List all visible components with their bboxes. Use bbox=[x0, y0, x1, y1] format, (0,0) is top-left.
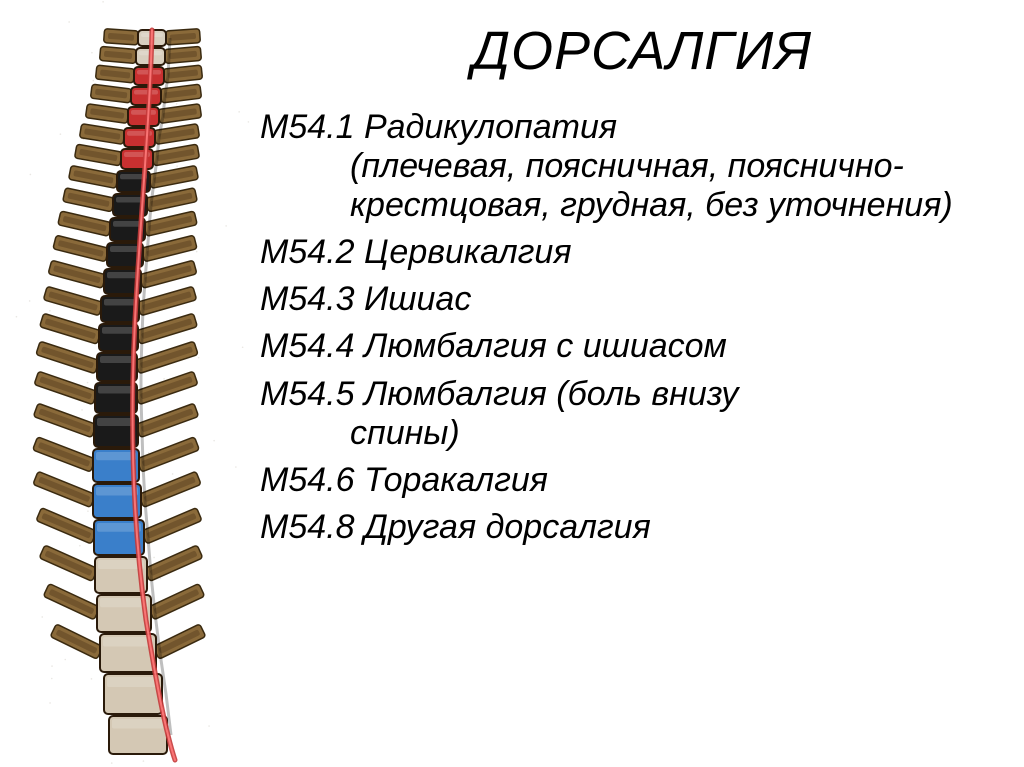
slide-title: ДОРСАЛГИЯ bbox=[260, 20, 1024, 82]
classification-entry: М54.6 Торакалгия bbox=[260, 461, 1004, 500]
spine-svg bbox=[0, 0, 260, 767]
classification-list: М54.1 Радикулопатия(плечевая, поясничная… bbox=[260, 108, 1024, 547]
diagnosis-detail: спины) bbox=[260, 414, 1004, 453]
icd-code: М54.4 bbox=[260, 327, 355, 365]
classification-entry: М54.5 Люмбалгия (боль внизуспины) bbox=[260, 375, 1004, 453]
icd-code: М54.1 bbox=[260, 108, 355, 146]
diagnosis-label: Ишиас bbox=[364, 280, 471, 318]
diagnosis-label: Люмбалгия с ишиасом bbox=[364, 327, 727, 365]
icd-code: М54.5 bbox=[260, 375, 355, 413]
diagnosis-detail: (плечевая, поясничная, пояснично-крестцо… bbox=[260, 147, 1004, 225]
icd-code: М54.8 bbox=[260, 508, 355, 546]
classification-entry: М54.2 Цервикалгия bbox=[260, 233, 1004, 272]
classification-entry: М54.8 Другая дорсалгия bbox=[260, 508, 1004, 547]
diagnosis-label: Торакалгия bbox=[364, 461, 548, 499]
diagnosis-label: Цервикалгия bbox=[364, 233, 572, 271]
icd-code: М54.6 bbox=[260, 461, 355, 499]
classification-entry: М54.4 Люмбалгия с ишиасом bbox=[260, 327, 1004, 366]
medical-slide: ДОРСАЛГИЯ М54.1 Радикулопатия(плечевая, … bbox=[0, 0, 1024, 767]
icd-code: М54.2 bbox=[260, 233, 355, 271]
diagnosis-label: Другая дорсалгия bbox=[364, 508, 651, 546]
classification-entry: М54.3 Ишиас bbox=[260, 280, 1004, 319]
text-content: ДОРСАЛГИЯ М54.1 Радикулопатия(плечевая, … bbox=[260, 0, 1024, 767]
icd-code: М54.3 bbox=[260, 280, 355, 318]
diagnosis-label: Люмбалгия (боль внизу bbox=[364, 375, 738, 413]
diagnosis-label: Радикулопатия bbox=[364, 108, 617, 146]
spine-illustration bbox=[0, 0, 260, 767]
classification-entry: М54.1 Радикулопатия(плечевая, поясничная… bbox=[260, 108, 1004, 225]
